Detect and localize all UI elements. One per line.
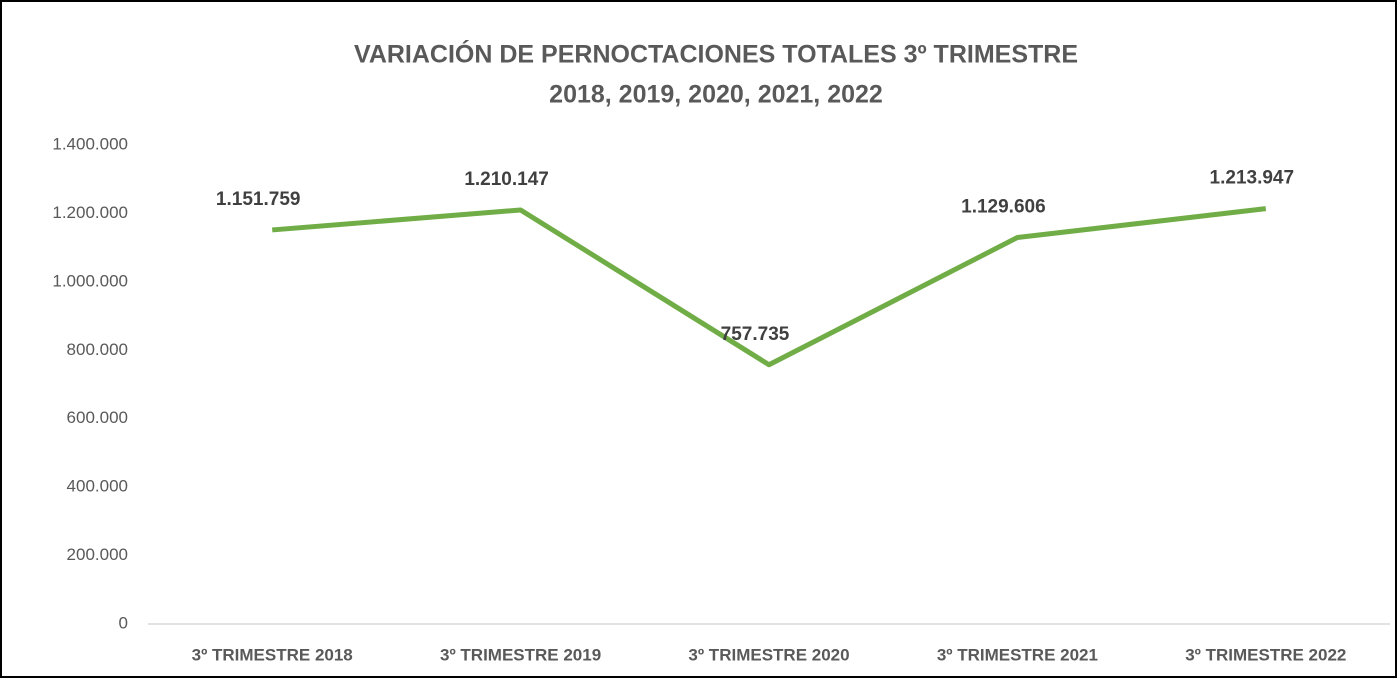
y-tick-label: 200.000 (67, 545, 128, 564)
data-label: 1.129.606 (961, 197, 1046, 218)
line (271, 206, 1267, 368)
y-tick-label: 1.200.000 (52, 203, 128, 222)
x-tick-label: 3º TRIMESTRE 2021 (937, 645, 1098, 664)
chart-title: 2018, 2019, 2020, 2021, 2022 (549, 81, 883, 109)
y-tick-label: 0 (119, 613, 128, 632)
data-label: 1.210.147 (464, 169, 549, 190)
data-label: 1.213.947 (1210, 168, 1295, 189)
y-tick-label: 1.400.000 (52, 134, 128, 153)
data-label: 1.151.759 (216, 189, 301, 210)
chart-title: VARIACIÓN DE PERNOCTACIONES TOTALES 3º T… (354, 39, 1078, 69)
x-tick-label: 3º TRIMESTRE 2019 (440, 645, 601, 664)
y-tick-label: 800.000 (67, 340, 128, 359)
y-tick-label: 1.000.000 (52, 271, 128, 290)
x-tick-label: 3º TRIMESTRE 2022 (1185, 645, 1346, 664)
x-tick-label: 3º TRIMESTRE 2018 (192, 645, 353, 664)
y-tick-label: 600.000 (67, 408, 128, 427)
y-tick-label: 400.000 (67, 477, 128, 496)
data-label: 757.735 (721, 324, 790, 345)
x-tick-label: 3º TRIMESTRE 2020 (688, 645, 849, 664)
